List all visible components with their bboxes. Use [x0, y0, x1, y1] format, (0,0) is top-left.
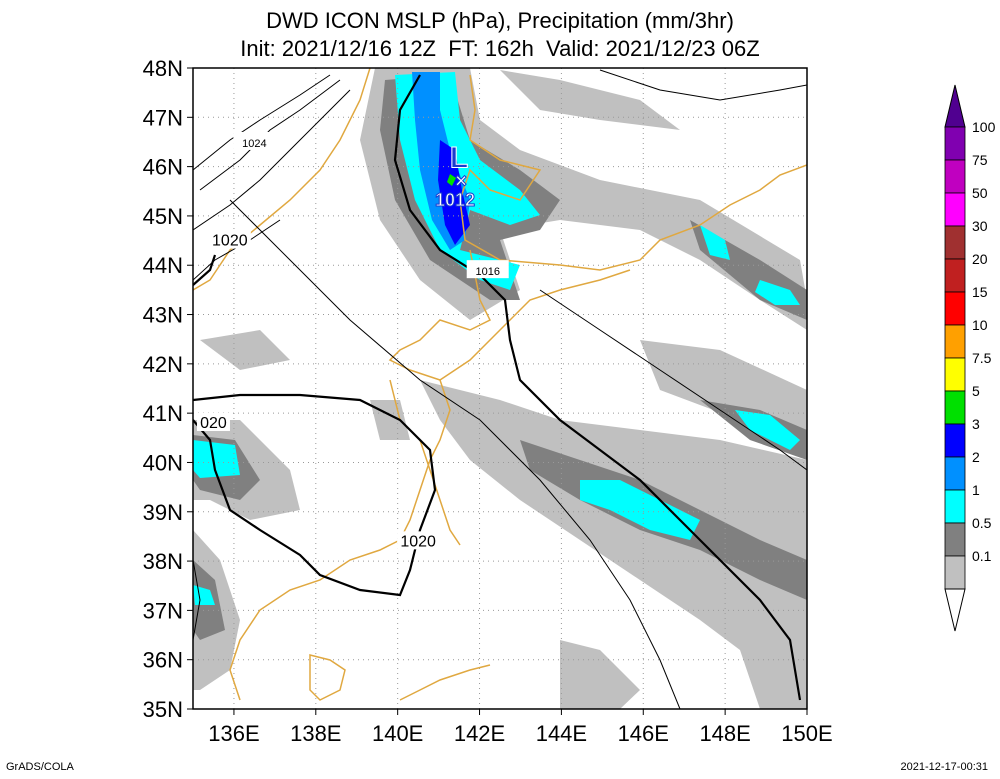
- coastlines: [193, 68, 807, 701]
- y-tick-label: 47N: [143, 105, 183, 130]
- precip-area: [370, 400, 410, 440]
- colorbar-label: 5: [972, 383, 980, 399]
- y-tick-label: 42N: [143, 352, 183, 377]
- colorbar-label: 100: [972, 119, 996, 135]
- pressure-contours: [193, 69, 807, 709]
- colorbar-label: 7.5: [972, 350, 992, 366]
- x-tick-label: 138E: [290, 721, 341, 746]
- precipitation-field: [193, 68, 807, 709]
- software-credit: GrADS/COLA: [6, 761, 74, 773]
- colorbar-label: 3: [972, 416, 980, 432]
- generated-timestamp: 2021-12-17-00:31: [900, 761, 988, 773]
- precip-area: [420, 380, 807, 709]
- y-tick-label: 40N: [143, 450, 183, 475]
- contour-label-bg: [466, 260, 509, 279]
- colorbar-swatch: [944, 258, 966, 293]
- x-tick-label: 146E: [618, 721, 669, 746]
- colorbar-swatch: [944, 489, 966, 524]
- colorbar-swatch: [944, 192, 966, 227]
- colorbar-label: 0.5: [972, 515, 992, 531]
- colorbar-label: 0.1: [972, 548, 992, 564]
- contour-label: 1020: [212, 233, 248, 250]
- low-symbol: L: [450, 142, 468, 175]
- x-tick-label: 140E: [372, 721, 423, 746]
- y-tick-label: 36N: [143, 648, 183, 673]
- contour-label-bg: [196, 413, 230, 432]
- colorbar-label: 15: [972, 284, 988, 300]
- colorbar-swatch: [944, 357, 966, 392]
- low-center-marker: ×: [455, 171, 467, 193]
- precip-area: [755, 280, 800, 305]
- colorbar-swatch: [944, 126, 966, 161]
- precip-area: [500, 70, 680, 130]
- contour-labels: 1024 1020 1016 1020 020 1012: [196, 131, 509, 550]
- plot-frame: [192, 67, 808, 710]
- contour-label: 020: [200, 415, 227, 432]
- colorbar-swatch: [944, 324, 966, 359]
- contour-label: 1012: [435, 190, 475, 210]
- colorbar-swatch: [944, 225, 966, 260]
- y-tick-label: 43N: [143, 303, 183, 328]
- x-tick-label: 150E: [781, 721, 832, 746]
- colorbar-label: 20: [972, 251, 988, 267]
- y-tick-label: 38N: [143, 549, 183, 574]
- y-tick-label: 44N: [143, 253, 183, 278]
- chart-title: DWD ICON MSLP (hPa), Precipitation (mm/3…: [266, 8, 734, 33]
- precipitation-colorbar: 100 75 50 30 20 15 10 7.5 5 3 2 1 0.5 0.1: [944, 84, 996, 632]
- precip-area: [700, 225, 730, 260]
- x-tick-label: 144E: [536, 721, 587, 746]
- colorbar-label: 50: [972, 185, 988, 201]
- y-axis: 35N 36N 37N 38N 39N 40N 41N 42N 43N 44N 45N 46N 47N 4…: [143, 56, 193, 722]
- y-tick-label: 46N: [143, 155, 183, 180]
- colorbar-label: 10: [972, 317, 988, 333]
- y-tick-label: 45N: [143, 204, 183, 229]
- contour-label-bg: [233, 131, 276, 150]
- y-tick-label: 41N: [143, 401, 183, 426]
- colorbar-swatch: [944, 456, 966, 491]
- y-tick-label: 39N: [143, 500, 183, 525]
- colorbar-cap-bottom: [944, 588, 966, 632]
- colorbar-label: 30: [972, 218, 988, 234]
- contour-label: 1016: [475, 266, 499, 278]
- colorbar-swatch: [944, 159, 966, 194]
- x-axis: 136E 138E 140E 142E 144E 146E 148E 150E: [208, 709, 833, 746]
- colorbar-label: 2: [972, 449, 980, 465]
- x-tick-label: 142E: [454, 721, 505, 746]
- colorbar-cap-top: [944, 84, 966, 128]
- contour-label: 1020: [400, 533, 436, 550]
- contour-label-bg: [208, 230, 251, 249]
- chart-subtitle: Init: 2021/12/16 12Z FT: 162h Valid: 202…: [240, 36, 760, 61]
- colorbar-label: 75: [972, 152, 988, 168]
- precip-area: [200, 330, 290, 370]
- x-tick-label: 148E: [699, 721, 750, 746]
- precip-area: [193, 440, 240, 478]
- colorbar-swatch: [944, 291, 966, 326]
- low-pressure-center: L×: [449, 141, 468, 193]
- colorbar-swatch: [944, 390, 966, 425]
- colorbar-swatch: [944, 555, 966, 590]
- colorbar-label: 1: [972, 482, 980, 498]
- colorbar-swatch: [944, 423, 966, 458]
- precip-area: [560, 640, 640, 709]
- precip-area: [580, 480, 700, 540]
- contour-label-bg: [397, 531, 440, 550]
- colorbar-swatch: [944, 522, 966, 557]
- y-tick-label: 48N: [143, 56, 183, 81]
- y-tick-label: 37N: [143, 598, 183, 623]
- precip-area: [735, 410, 800, 450]
- y-tick-label: 35N: [143, 697, 183, 722]
- x-tick-label: 136E: [208, 721, 259, 746]
- contour-label: 1024: [242, 138, 266, 150]
- precip-area: [447, 174, 456, 186]
